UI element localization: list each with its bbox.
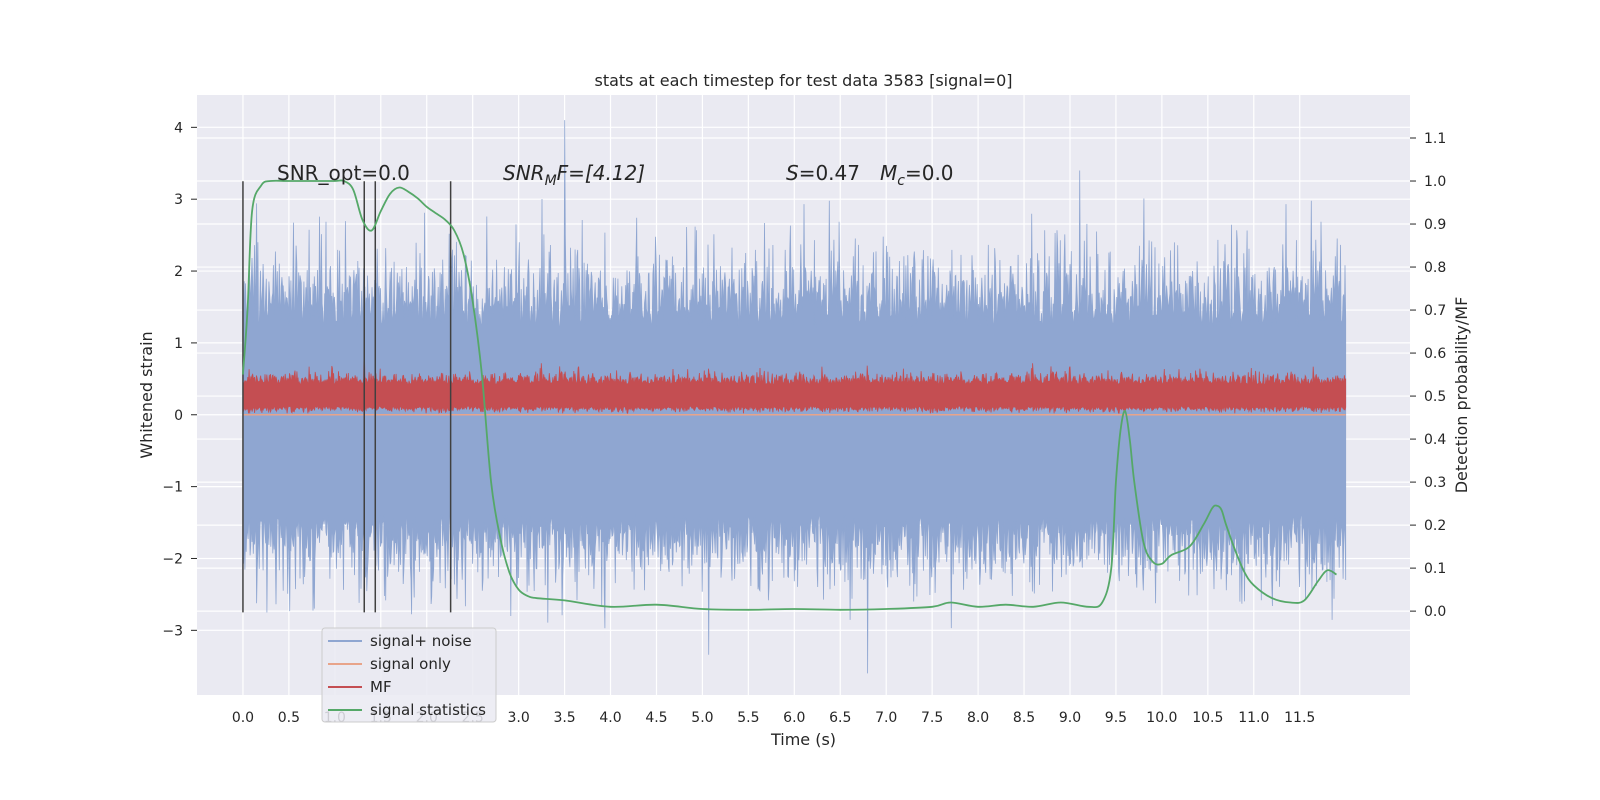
annotation-mc: Mc=0.0 xyxy=(880,161,954,189)
x-tick-label: 9.0 xyxy=(1059,710,1081,726)
y-tick-label-right: 0.6 xyxy=(1424,346,1446,362)
annotation-mc-subscript: c xyxy=(897,173,905,189)
plot-clip-group xyxy=(242,120,1347,674)
y-axis-label-left: Whitened strain xyxy=(137,331,156,458)
x-tick-label: 11.5 xyxy=(1284,710,1315,726)
x-tick-label: 8.5 xyxy=(1013,710,1035,726)
x-tick-label: 6.5 xyxy=(829,710,851,726)
series-signal-statistics xyxy=(242,179,1337,611)
x-tick-label: 4.0 xyxy=(599,710,621,726)
legend-label-mf: MF xyxy=(370,678,392,696)
x-tick-label: 9.5 xyxy=(1105,710,1127,726)
x-tick-label: 11.0 xyxy=(1238,710,1269,726)
y-tick-label-left: 3 xyxy=(174,192,183,208)
legend: signal+ noise signal only MF signal stat… xyxy=(321,627,497,723)
legend-box xyxy=(321,627,497,723)
x-tick-label: 7.5 xyxy=(921,710,943,726)
y-tick-label-right: 0.8 xyxy=(1424,260,1446,276)
y-tick-label-right: 0.4 xyxy=(1424,432,1446,448)
x-tick-label: 7.0 xyxy=(875,710,897,726)
chart-title: stats at each timestep for test data 358… xyxy=(594,71,1012,90)
y-tick-label-left: −2 xyxy=(162,551,183,567)
y-tick-label-right: 1.0 xyxy=(1424,174,1446,190)
legend-label-signal-statistics: signal statistics xyxy=(370,701,486,719)
x-tick-label: 8.0 xyxy=(967,710,989,726)
legend-item-signal-statistics: signal statistics xyxy=(328,701,486,719)
tick-layer: 0.00.51.01.52.02.53.03.54.04.55.05.56.06… xyxy=(162,120,1446,726)
y-axis-label-right: Detection probability/MF xyxy=(1452,297,1471,494)
y-tick-label-right: 0.0 xyxy=(1424,604,1446,620)
series-mf xyxy=(242,342,1347,414)
annotation-mc-value: =0.0 xyxy=(905,161,954,185)
legend-item-mf: MF xyxy=(328,678,392,696)
y-tick-label-right: 0.2 xyxy=(1424,518,1446,534)
y-tick-label-right: 0.1 xyxy=(1424,561,1446,577)
x-tick-label: 0.5 xyxy=(278,710,300,726)
y-tick-label-left: −3 xyxy=(162,623,183,639)
annotation-s-value: =0.47 xyxy=(799,161,860,185)
x-tick-label: 3.0 xyxy=(507,710,529,726)
annotation-snr-mf: SNRMF=[4.12] xyxy=(503,161,645,189)
x-axis-label: Time (s) xyxy=(770,730,836,749)
y-tick-label-right: 1.1 xyxy=(1424,131,1446,147)
x-tick-label: 5.0 xyxy=(691,710,713,726)
annotation-snr-mf-tail: F=[4.12] xyxy=(557,161,645,185)
annotation-mc-name: M xyxy=(880,161,897,185)
y-tick-label-left: 2 xyxy=(174,264,183,280)
y-tick-label-left: 0 xyxy=(174,408,183,424)
y-tick-label-right: 0.5 xyxy=(1424,389,1446,405)
y-tick-label-right: 0.7 xyxy=(1424,303,1446,319)
annotation-s: S=0.47 xyxy=(786,161,860,185)
x-tick-label: 5.5 xyxy=(737,710,759,726)
y-tick-label-left: 1 xyxy=(174,336,183,352)
y-tick-label-right: 0.9 xyxy=(1424,217,1446,233)
annotation-snr-opt: SNR_opt=0.0 xyxy=(277,161,410,185)
x-tick-label: 0.0 xyxy=(232,710,254,726)
x-tick-label: 10.5 xyxy=(1192,710,1223,726)
x-tick-label: 6.0 xyxy=(783,710,805,726)
legend-item-signal-only: signal only xyxy=(328,655,451,673)
annotation-s-name: S xyxy=(786,161,799,185)
legend-label-signal-only: signal only xyxy=(370,655,451,673)
y-tick-label-left: −1 xyxy=(162,480,183,496)
x-tick-label: 4.5 xyxy=(645,710,667,726)
x-tick-label: 10.0 xyxy=(1146,710,1177,726)
data-layer xyxy=(242,120,1347,674)
x-tick-label: 3.5 xyxy=(553,710,575,726)
annotation-snr-mf-subscript: M xyxy=(545,173,557,189)
legend-item-signal-noise: signal+ noise xyxy=(328,632,472,650)
annotation-snr-mf-name: SNR xyxy=(503,161,545,185)
y-tick-label-left: 4 xyxy=(174,120,183,136)
legend-label-signal-noise: signal+ noise xyxy=(370,632,472,650)
y-tick-label-right: 0.3 xyxy=(1424,475,1446,491)
